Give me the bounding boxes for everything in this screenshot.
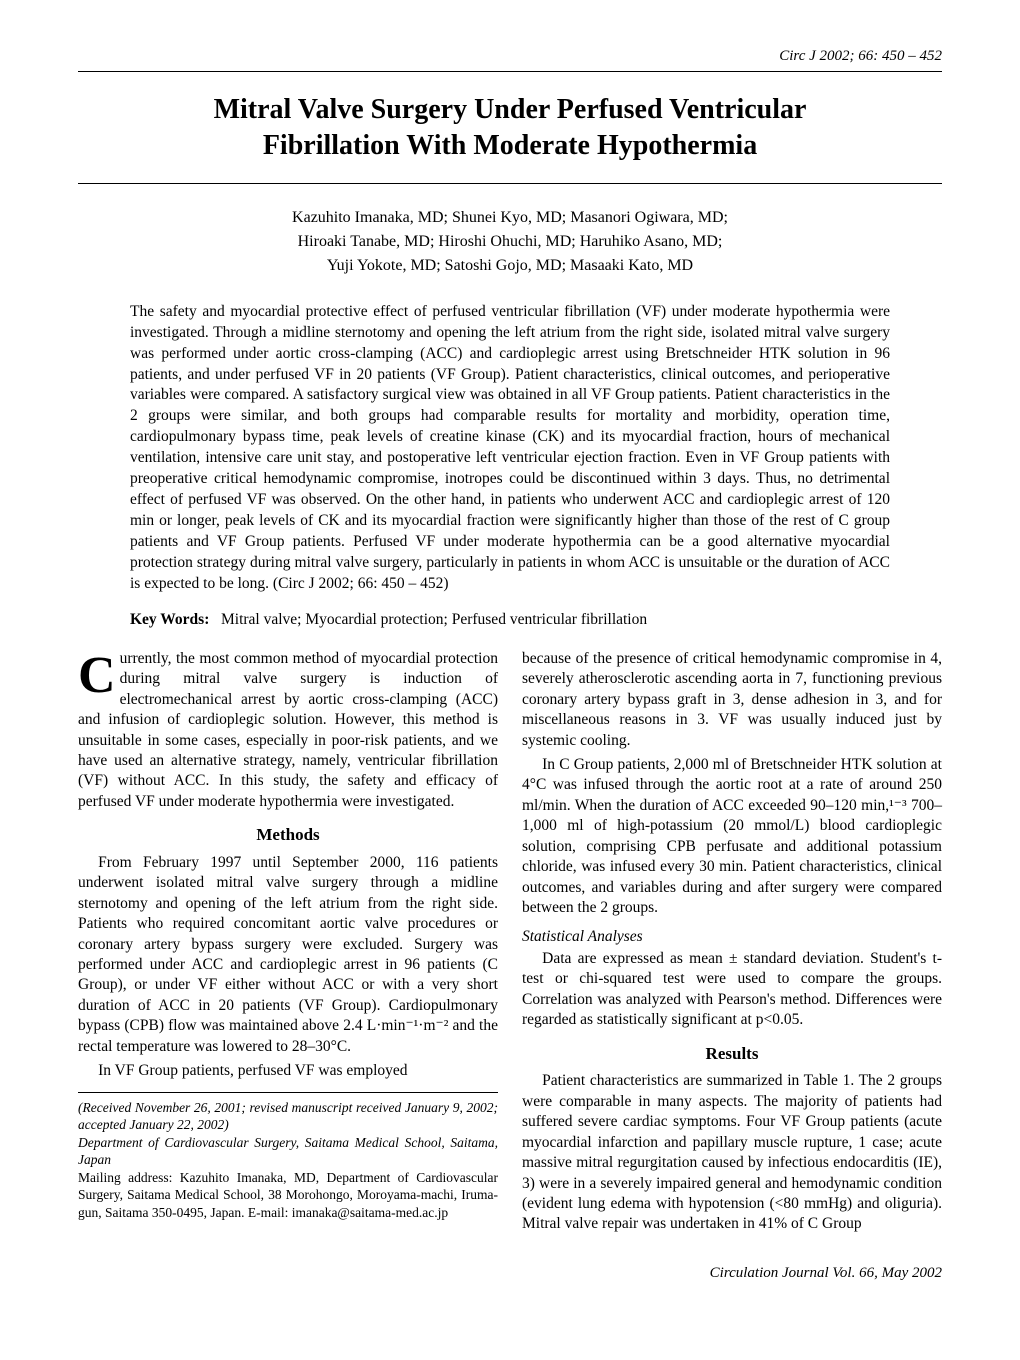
col2-paragraph-1: because of the presence of critical hemo… [522,649,942,751]
authors-line-2: Hiroaki Tanabe, MD; Hiroshi Ohuchi, MD; … [298,233,723,250]
methods-heading: Methods [78,824,498,846]
intro-paragraph: C urrently, the most common method of my… [78,649,498,813]
abstract-block: The safety and myocardial protective eff… [130,302,890,595]
methods-paragraph-2: In VF Group patients, perfused VF was em… [78,1061,498,1081]
footnote-received: (Received November 26, 2001; revised man… [78,1099,498,1134]
top-rule [78,71,942,72]
keywords-text: Mitral valve; Myocardial protection; Per… [221,611,647,628]
keywords-line: Key Words: Mitral valve; Myocardial prot… [130,611,890,629]
abstract-text: The safety and myocardial protective eff… [130,303,890,592]
keywords-label: Key Words: [130,611,209,628]
intro-text: urrently, the most common method of myoc… [78,650,498,810]
footnote-department: Department of Cardiovascular Surgery, Sa… [78,1134,498,1169]
authors-line-1: Kazuhito Imanaka, MD; Shunei Kyo, MD; Ma… [292,209,728,226]
statistical-analyses-heading: Statistical Analyses [522,927,942,947]
statistical-analyses-paragraph: Data are expressed as mean ± standard de… [522,949,942,1031]
title-line-1: Mitral Valve Surgery Under Perfused Vent… [214,94,807,125]
results-paragraph-1: Patient characteristics are summarized i… [522,1071,942,1235]
footnote-mailing: Mailing address: Kazuhito Imanaka, MD, D… [78,1169,498,1222]
body-columns: C urrently, the most common method of my… [78,649,942,1235]
dropcap: C [78,649,120,699]
page-footer: Circulation Journal Vol. 66, May 2002 [78,1265,942,1282]
results-heading: Results [522,1043,942,1065]
authors-line-3: Yuji Yokote, MD; Satoshi Gojo, MD; Masaa… [327,257,693,274]
running-head: Circ J 2002; 66: 450 – 452 [78,48,942,65]
title-line-2: Fibrillation With Moderate Hypothermia [263,130,757,161]
methods-paragraph-1: From February 1997 until September 2000,… [78,853,498,1058]
footnote-block: (Received November 26, 2001; revised man… [78,1099,498,1222]
abstract-citation: (Circ J 2002; 66: 450 – 452) [273,575,449,592]
col2-paragraph-2: In C Group patients, 2,000 ml of Bretsch… [522,755,942,919]
title-bottom-rule [78,183,942,184]
article-title: Mitral Valve Surgery Under Perfused Vent… [78,92,942,165]
footnote-rule [78,1092,498,1093]
author-list: Kazuhito Imanaka, MD; Shunei Kyo, MD; Ma… [78,206,942,278]
